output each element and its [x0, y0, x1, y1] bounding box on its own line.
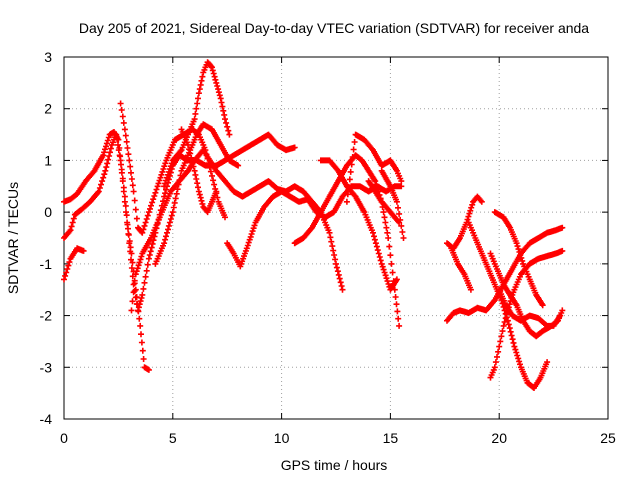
axis-ticks: 0 5 10 15 20 25 -4 -3 -2 -1 0 1 2 3 [40, 49, 616, 446]
series-arc-6 [152, 121, 242, 267]
series-markers [343, 131, 405, 205]
x-tick-label: 20 [491, 430, 507, 446]
series-arc-12 [343, 131, 405, 205]
series-arc-3 [61, 129, 152, 373]
series-arc-18 [465, 219, 551, 391]
y-tick-label: 2 [44, 101, 52, 117]
series-markers [487, 247, 566, 381]
y-tick-label: -2 [40, 308, 53, 324]
series-markers [61, 245, 87, 283]
series-arc-13 [365, 178, 403, 226]
x-tick-label: 0 [60, 430, 68, 446]
x-tick-label: 10 [274, 430, 290, 446]
x-tick-label: 25 [600, 430, 616, 446]
x-tick-label: 15 [383, 430, 399, 446]
y-tick-label: 0 [44, 204, 52, 220]
series-arc-22 [491, 209, 546, 309]
series-markers [448, 245, 474, 293]
series-markers [61, 129, 152, 373]
y-tick-label: -1 [40, 256, 53, 272]
plot-frame [63, 56, 609, 420]
y-tick-label: 1 [44, 152, 52, 168]
series-markers [61, 131, 298, 314]
series-arc-17 [448, 245, 474, 293]
series-markers [491, 209, 546, 309]
series-arc-1 [61, 245, 87, 283]
y-tick-label: -3 [40, 359, 53, 375]
x-tick-label: 5 [169, 430, 177, 446]
grid [64, 57, 608, 419]
series-arc-14 [378, 167, 407, 241]
series-markers [161, 59, 233, 190]
chart-title: Day 205 of 2021, Sidereal Day-to-day VTE… [79, 20, 589, 36]
y-axis-title: SDTVAR / TECUs [5, 182, 21, 294]
x-axis-title: GPS time / hours [281, 457, 388, 473]
series-markers [496, 286, 564, 329]
series-arc-7 [161, 59, 233, 190]
data-series [61, 59, 566, 391]
series-arc-8 [178, 126, 220, 216]
series-arc-21 [496, 286, 564, 329]
series-markers [365, 178, 403, 226]
series-markers [465, 219, 551, 391]
series-arc-2 [61, 131, 298, 314]
series-markers [178, 126, 220, 216]
series-arc-19 [487, 247, 566, 381]
y-tick-label: -4 [40, 411, 53, 427]
series-markers [378, 167, 407, 241]
y-tick-label: 3 [44, 49, 52, 65]
series-markers [152, 121, 242, 267]
series-arc-9 [224, 183, 405, 270]
series-markers [224, 183, 405, 270]
